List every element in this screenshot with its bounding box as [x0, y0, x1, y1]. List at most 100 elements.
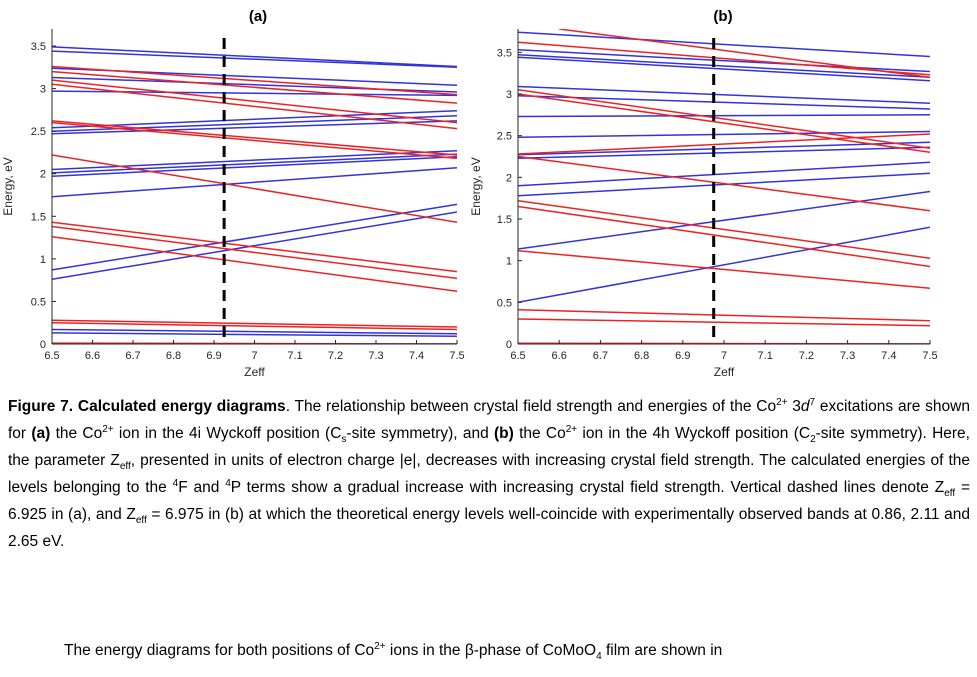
y-tick-label: 1.5: [497, 214, 512, 226]
caption-text: -site symmetry), and: [346, 425, 494, 442]
y-tick-label: 0: [40, 339, 46, 351]
caption-sup: 4: [225, 477, 231, 489]
figure-7: (a) (b) 6.5 6.6 6.7 6.8 6.9 7 7.1 7.2 7.3 7.4 7.5 0…: [1, 8, 938, 379]
x-tick-label: 7: [721, 350, 727, 362]
caption-text: = 6.975 in (b) at which the theoretical …: [8, 506, 970, 550]
x-tick-label: 7.4: [409, 350, 424, 362]
series-line-13: [52, 203, 457, 271]
x-tick-label: 6.6: [552, 350, 567, 362]
x-tick-label: 6.9: [206, 350, 221, 362]
series-line-25: [52, 221, 457, 273]
caption-text: the Co: [50, 425, 103, 442]
x-tick-label: 6.8: [166, 350, 181, 362]
x-tick-label: 6.6: [85, 350, 100, 362]
caption-text: -site symmetry). Here, the parameter Z: [8, 425, 970, 469]
x-tick-label: 7.5: [922, 350, 937, 362]
series-line-12: [52, 167, 457, 198]
x-tick-label: 6.8: [634, 350, 649, 362]
series-line-21: [518, 155, 930, 212]
caption-text: ion in the 4i Wyckoff position (C: [113, 425, 342, 442]
y-tick-label: 0.5: [31, 296, 46, 308]
y-tick-label: 2.5: [31, 126, 46, 138]
x-tick-label: 7.1: [287, 350, 302, 362]
series-line-2: [52, 50, 457, 69]
body-sup: 2+: [374, 640, 386, 652]
series-line-11: [52, 155, 457, 178]
y-tick-label: 1.5: [31, 211, 46, 223]
series-line-3: [518, 54, 930, 79]
y-tick-label: 3: [506, 89, 512, 101]
series-line-8: [518, 130, 930, 139]
y-axis-title: Energy, eV: [1, 157, 15, 215]
caption-sup: 2+: [565, 423, 578, 435]
caption-text: the Co: [513, 425, 566, 442]
caption-text: P terms show a gradual increase with inc…: [230, 479, 945, 496]
caption-text: . The relationship between crystal field…: [285, 398, 777, 415]
series-line-24: [52, 154, 457, 224]
x-tick-label: 6.5: [44, 350, 59, 362]
series-line-22: [52, 120, 457, 156]
series-line-17: [518, 41, 930, 76]
series-line-10: [518, 146, 930, 159]
series-line-4: [518, 56, 930, 82]
x-tick-label: 7.5: [449, 350, 464, 362]
body-text: film are shown in: [601, 642, 723, 659]
y-tick-label: 3: [40, 84, 46, 96]
y-tick-label: 3.5: [31, 41, 46, 53]
figure-caption: Figure 7. Calculated energy diagrams. Th…: [8, 393, 970, 555]
body-sub: 4: [596, 651, 602, 663]
series-line-1: [518, 31, 930, 58]
body-text: The energy diagrams for both positions o…: [64, 642, 375, 659]
series-line-19: [52, 70, 457, 104]
x-tick-label: 6.9: [675, 350, 690, 362]
x-tick-label: 7.2: [799, 350, 814, 362]
caption-sub: eff: [944, 488, 956, 500]
series-line-6: [518, 94, 930, 110]
caption-sub: s: [341, 434, 347, 446]
series-line-14: [52, 211, 457, 281]
series-line-10: [52, 153, 457, 174]
caption-sub: eff: [135, 515, 147, 527]
series-line-15: [52, 328, 457, 335]
x-axis-title: Zeff: [714, 365, 735, 379]
y-tick-label: 0: [506, 339, 512, 351]
series-line-11: [518, 161, 930, 187]
body-paragraph: The energy diagrams for both positions o…: [8, 637, 970, 664]
series-line-9: [518, 141, 930, 156]
series-line-28: [52, 319, 457, 328]
caption-text: = 6.925 in (a), and Z: [8, 479, 971, 523]
series-line-19: [518, 93, 930, 154]
series-line-6: [52, 109, 457, 129]
y-tick-label: 1: [506, 256, 512, 268]
x-tick-label: 7.3: [368, 350, 383, 362]
series-line-8: [52, 120, 457, 135]
series-line-18: [518, 89, 930, 149]
series-line-26: [52, 225, 457, 280]
series-line-16: [52, 332, 457, 338]
series-line-23: [52, 121, 457, 160]
series-line-29: [52, 321, 457, 331]
caption-sup: 2+: [776, 396, 788, 408]
y-tick-label: 2: [506, 172, 512, 184]
y-tick-label: 0.5: [497, 297, 512, 309]
series-line-20: [52, 79, 457, 124]
series-line-26: [518, 318, 930, 327]
y-tick-label: 1: [40, 254, 46, 266]
caption-text: 3: [787, 398, 801, 415]
series-line-12: [518, 172, 930, 197]
caption-sup: 7: [809, 396, 816, 408]
series-line-27: [52, 235, 457, 292]
x-tick-label: 7.1: [758, 350, 773, 362]
y-tick-label: 2: [40, 169, 46, 181]
series-line-20: [518, 133, 930, 155]
y-tick-label: 3.5: [497, 47, 512, 59]
y-axis-title: Energy, eV: [469, 157, 483, 215]
series-line-24: [518, 249, 930, 289]
series-line-5: [518, 85, 930, 104]
caption-sup: 4: [172, 477, 179, 489]
caption-text: ion in the 4h Wyckoff position (C: [577, 425, 811, 442]
y-tick-label: 2.5: [497, 131, 512, 143]
body-text: ions in the β-phase of CoMoO: [385, 642, 597, 659]
series-line-13: [518, 190, 930, 250]
x-tick-label: 7.2: [328, 350, 343, 362]
